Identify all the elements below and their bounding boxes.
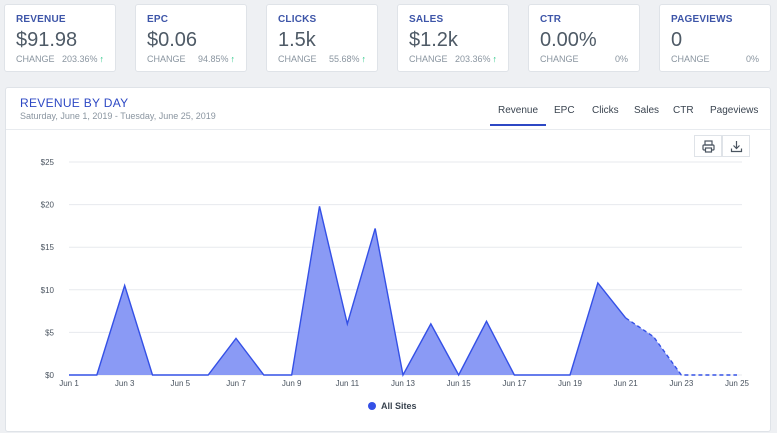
change-label: CHANGE	[147, 54, 186, 64]
change-label: CHANGE	[278, 54, 317, 64]
stat-label: CTR	[540, 14, 562, 25]
stat-card-sales: SALES $1.2k CHANGE 203.36% ↑	[397, 4, 509, 72]
tab-pageviews[interactable]: Pageviews	[710, 105, 759, 116]
printer-icon	[702, 140, 715, 153]
stat-change: CHANGE 203.36% ↑	[16, 54, 104, 64]
arrow-up-icon: ↑	[99, 54, 105, 64]
divider	[6, 129, 770, 130]
change-percent: 0%	[614, 54, 628, 64]
change-percent: 0%	[745, 54, 759, 64]
stat-change: CHANGE 203.36% ↑	[409, 54, 497, 64]
arrow-up-icon: ↑	[361, 54, 367, 64]
x-tick-label: Jun 25	[725, 379, 750, 388]
x-tick-label: Jun 1	[59, 379, 79, 388]
legend-label: All Sites	[381, 401, 417, 411]
arrow-up-icon: ↑	[492, 54, 498, 64]
chart-legend[interactable]: All Sites	[368, 401, 417, 411]
metric-tabs: Revenue EPC Clicks Sales CTR Pageviews	[490, 105, 759, 126]
x-tick-label: Jun 15	[447, 379, 472, 388]
tab-revenue[interactable]: Revenue	[490, 105, 547, 126]
y-tick-label: $15	[41, 243, 55, 252]
area-fill	[69, 206, 737, 375]
change-value: 94.85% ↑	[198, 54, 235, 64]
y-tick-label: $5	[45, 328, 54, 337]
change-label: CHANGE	[409, 54, 448, 64]
change-value: 0%	[746, 54, 759, 64]
change-value: 55.68% ↑	[329, 54, 366, 64]
stat-label: CLICKS	[278, 14, 317, 25]
x-tick-label: Jun 21	[614, 379, 639, 388]
stat-value: 0.00%	[540, 29, 597, 51]
change-percent: 203.36%	[454, 54, 491, 64]
x-tick-label: Jun 11	[336, 379, 360, 388]
change-label: CHANGE	[16, 54, 55, 64]
stat-card-pageviews: PAGEVIEWS 0 CHANGE 0%	[659, 4, 771, 72]
stat-label: REVENUE	[16, 14, 66, 25]
summary-cards: REVENUE $91.98 CHANGE 203.36% ↑ EPC $0.06 CHANG…	[4, 4, 773, 72]
stat-card-clicks: CLICKS 1.5k CHANGE 55.68% ↑	[266, 4, 378, 72]
x-tick-label: Jun 23	[669, 379, 694, 388]
stat-value: 1.5k	[278, 29, 316, 51]
tab-clicks[interactable]: Clicks	[592, 105, 619, 116]
x-tick-label: Jun 13	[391, 379, 416, 388]
stat-label: PAGEVIEWS	[671, 14, 733, 25]
stat-value: $0.06	[147, 29, 198, 51]
tab-epc[interactable]: EPC	[554, 105, 575, 116]
stat-change: CHANGE 55.68% ↑	[278, 54, 366, 64]
change-percent: 55.68%	[328, 54, 360, 64]
date-range: Saturday, June 1, 2019 - Tuesday, June 2…	[20, 111, 216, 121]
y-tick-label: $0	[45, 371, 54, 380]
panel-title: REVENUE BY DAY	[20, 96, 129, 110]
x-tick-label: Jun 9	[282, 379, 302, 388]
stat-change: CHANGE 0%	[671, 54, 759, 64]
download-icon	[730, 141, 743, 153]
change-value: 203.36% ↑	[62, 54, 104, 64]
x-tick-label: Jun 5	[171, 379, 191, 388]
change-percent: 203.36%	[61, 54, 98, 64]
stat-card-ctr: CTR 0.00% CHANGE 0%	[528, 4, 640, 72]
projected-line	[625, 317, 737, 376]
arrow-up-icon: ↑	[230, 54, 236, 64]
stat-card-revenue: REVENUE $91.98 CHANGE 203.36% ↑	[4, 4, 116, 72]
change-label: CHANGE	[540, 54, 579, 64]
download-button[interactable]	[722, 135, 750, 157]
change-label: CHANGE	[671, 54, 710, 64]
tab-sales[interactable]: Sales	[634, 105, 660, 116]
legend-dot	[368, 402, 376, 410]
revenue-by-day-panel: REVENUE BY DAY Saturday, June 1, 2019 - …	[5, 87, 771, 432]
stat-change: CHANGE 94.85% ↑	[147, 54, 235, 64]
stat-label: SALES	[409, 14, 444, 25]
stat-label: EPC	[147, 14, 169, 25]
x-tick-label: Jun 19	[558, 379, 583, 388]
stat-value: $91.98	[16, 29, 78, 51]
x-tick-label: Jun 3	[115, 379, 135, 388]
change-value: 203.36% ↑	[455, 54, 497, 64]
tab-ctr[interactable]: CTR	[673, 105, 694, 116]
stat-change: CHANGE 0%	[540, 54, 628, 64]
print-button[interactable]	[694, 135, 722, 157]
y-tick-label: $10	[41, 286, 55, 295]
stat-card-epc: EPC $0.06 CHANGE 94.85% ↑	[135, 4, 247, 72]
stat-value: $1.2k	[409, 29, 458, 51]
x-tick-label: Jun 17	[502, 379, 527, 388]
revenue-chart: $0 $5 $10 $15 $20 $25 Jun 1 Jun 3 Jun 5 Jun 7 Jun …	[41, 158, 750, 388]
y-tick-label: $20	[41, 201, 55, 210]
change-percent: 94.85%	[197, 54, 229, 64]
change-value: 0%	[615, 54, 628, 64]
series-line	[69, 206, 627, 378]
y-tick-label: $25	[41, 158, 55, 167]
stat-value: 0	[671, 29, 683, 51]
x-tick-label: Jun 7	[226, 379, 246, 388]
